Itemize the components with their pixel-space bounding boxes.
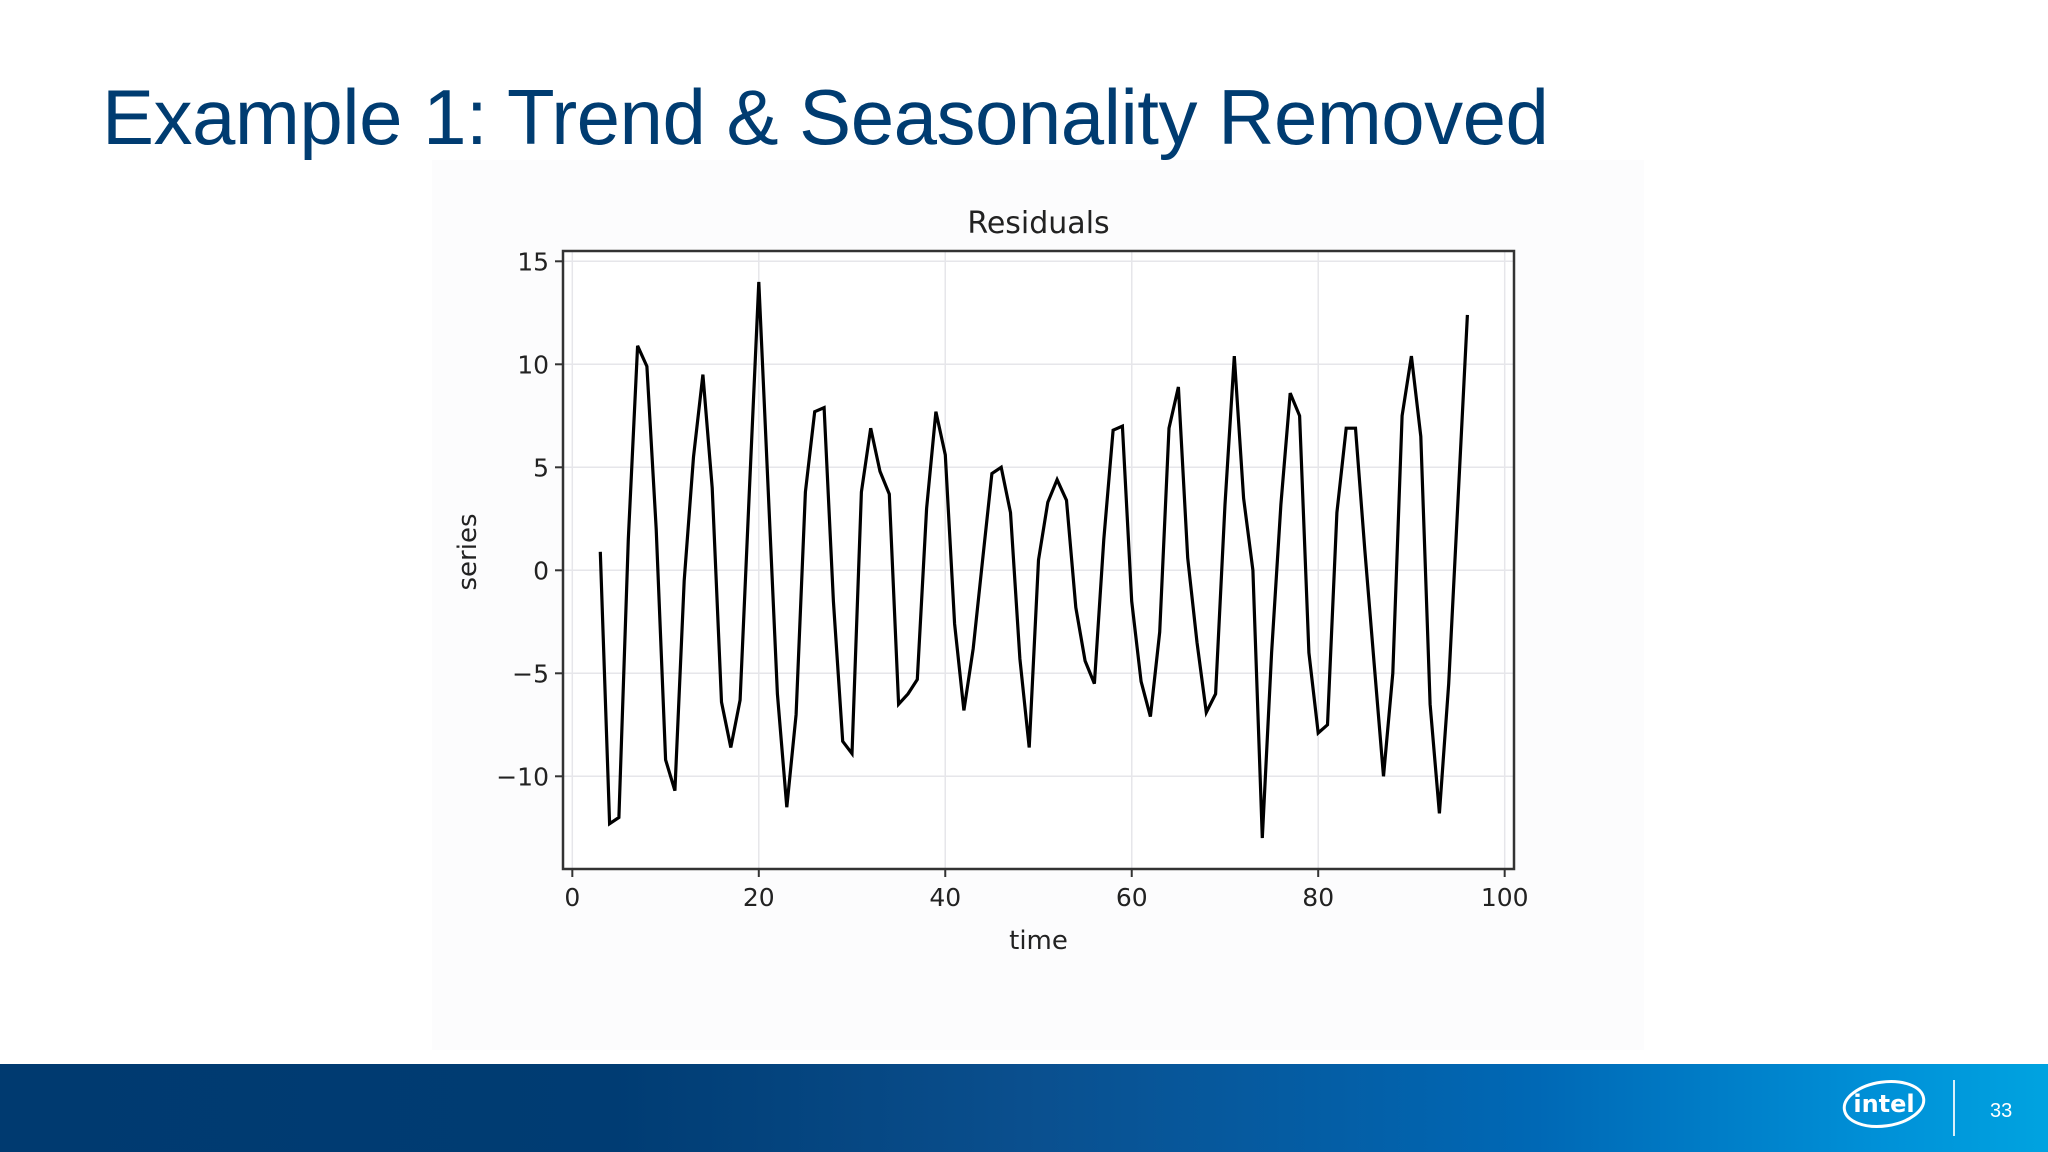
- plot-frame: [561, 249, 1516, 871]
- residuals-chart: 0 20 40 60 80 100 −10 −5 0 5 10 15 Residuals time s…: [432, 160, 1644, 1050]
- y-axis-label: series: [453, 514, 483, 591]
- slide-footer: intel 33: [0, 1064, 2048, 1152]
- svg-text:intel: intel: [1853, 1090, 1914, 1118]
- x-axis-label: time: [1009, 926, 1068, 956]
- chart-ticks: 0 20 40 60 80 100 −10 −5 0 5 10 15: [496, 247, 1528, 912]
- footer-divider: [1953, 1080, 1955, 1136]
- chart-canvas: 0 20 40 60 80 100 −10 −5 0 5 10 15 Residuals time s…: [453, 206, 1529, 956]
- chart-title: Residuals: [967, 206, 1109, 241]
- svg-text:15: 15: [517, 247, 549, 276]
- svg-text:−5: −5: [512, 659, 549, 688]
- slide-title: Example 1: Trend & Seasonality Removed: [102, 73, 1549, 161]
- page-number: 33: [1990, 1100, 2013, 1122]
- svg-text:10: 10: [517, 350, 549, 379]
- svg-text:0: 0: [533, 556, 549, 585]
- svg-text:40: 40: [929, 883, 961, 912]
- svg-text:60: 60: [1116, 883, 1148, 912]
- svg-text:100: 100: [1481, 883, 1529, 912]
- svg-text:5: 5: [533, 453, 549, 482]
- svg-text:−10: −10: [496, 762, 549, 791]
- intel-logo-icon: intel: [1842, 1080, 1926, 1128]
- svg-text:80: 80: [1302, 883, 1334, 912]
- svg-text:0: 0: [564, 883, 580, 912]
- residuals-line: [598, 281, 1469, 839]
- svg-text:20: 20: [743, 883, 775, 912]
- chart-grid: [563, 251, 1514, 869]
